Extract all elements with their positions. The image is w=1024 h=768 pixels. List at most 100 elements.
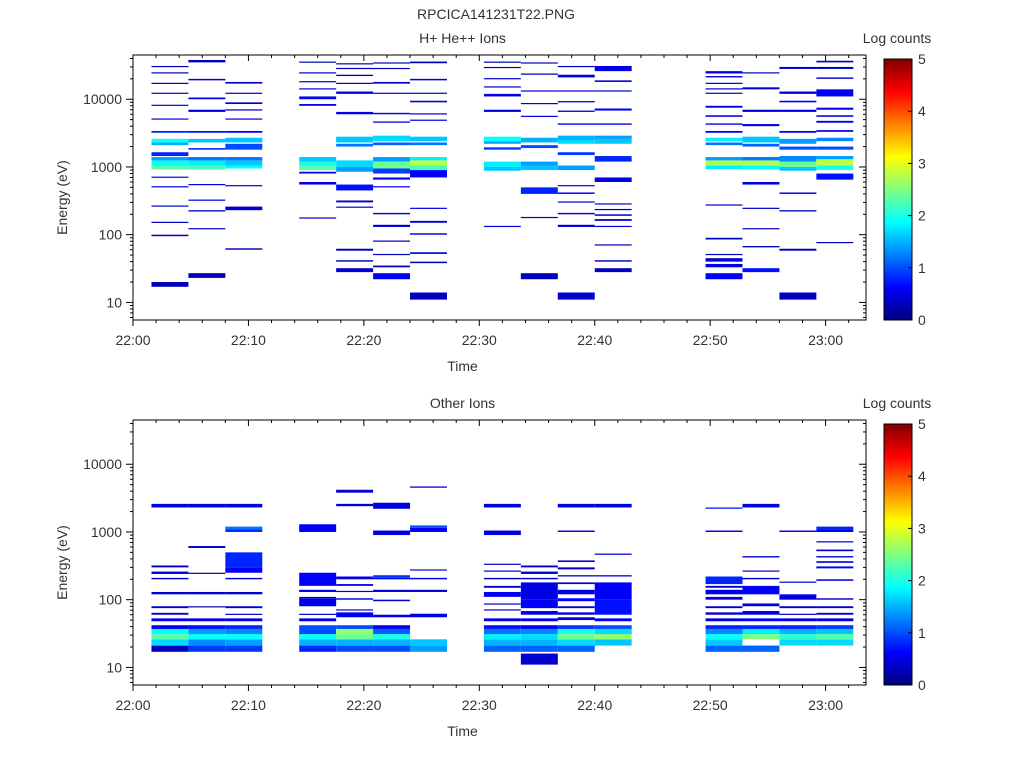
heatmap-cell: [151, 221, 189, 223]
heatmap-cell: [373, 177, 411, 180]
heatmap-cell: [188, 634, 226, 640]
heatmap-cell: [520, 645, 558, 652]
heatmap-cell: [483, 136, 521, 142]
heatmap-cell: [557, 212, 595, 215]
heatmap-cell: [373, 589, 411, 592]
heatmap-cell: [594, 177, 632, 182]
heatmap-cell: [779, 100, 817, 103]
heatmap-cell: [410, 61, 447, 64]
heatmap-cell: [483, 577, 521, 580]
heatmap-cell: [520, 582, 558, 600]
heatmap-cell: [594, 108, 632, 111]
heatmap-cell: [336, 639, 374, 646]
heatmap-cell: [742, 246, 780, 248]
heatmap-cell: [410, 527, 447, 532]
heatmap-cell: [742, 634, 780, 640]
heatmap-cell: [594, 625, 632, 629]
heatmap-cell: [373, 112, 411, 115]
heatmap-cell: [705, 71, 743, 74]
heatmap-cell: [557, 503, 595, 508]
heatmap-cell: [299, 596, 337, 599]
x-axis: 22:00 22:10 22:20 22:30 22:40 22:50 23:00 Time: [115, 55, 850, 374]
heatmap-cell: [151, 65, 189, 68]
heatmap-cell: [557, 201, 595, 203]
heatmap-cell: [336, 590, 374, 593]
heatmap-cell: [816, 618, 854, 622]
colorbar-tick-label: 5: [918, 51, 926, 67]
heatmap-cell: [410, 645, 447, 652]
heatmap-cell: [410, 160, 447, 166]
heatmap-cell: [705, 115, 743, 117]
heatmap-cell: [520, 161, 558, 166]
colorbar-label: Log counts: [863, 30, 932, 46]
heatmap-cell: [188, 157, 226, 161]
heatmap-cell: [816, 639, 854, 646]
heatmap-cell: [373, 142, 411, 146]
heatmap-cell: [151, 565, 189, 568]
heatmap-cell: [373, 135, 411, 142]
heatmap-cell: [151, 142, 189, 146]
heatmap-cell: [742, 165, 780, 170]
y-tick-label: 100: [99, 227, 123, 243]
y-tick-label: 100: [99, 592, 123, 608]
heatmap-cell: [705, 507, 743, 509]
heatmap-cell: [299, 96, 337, 100]
heatmap-cell: [336, 612, 374, 618]
heatmap-cell: [151, 92, 189, 94]
x-tick-label: 22:20: [346, 332, 381, 348]
heatmap-cell: [225, 118, 263, 120]
heatmap-cell: [336, 634, 374, 640]
heatmap-cell: [188, 160, 226, 166]
heatmap-cell: [188, 645, 226, 652]
heatmap-cell: [705, 105, 743, 108]
heatmap-cell: [520, 90, 558, 92]
heatmap-cell: [557, 582, 595, 585]
heatmap-cell: [151, 634, 189, 640]
heatmap-cell: [188, 97, 226, 100]
heatmap-cell: [410, 113, 447, 115]
heatmap-cell: [188, 78, 226, 81]
x-tick-label: 23:00: [808, 332, 843, 348]
heatmap-cell: [188, 503, 226, 508]
heatmap-cell: [594, 214, 632, 216]
heatmap-cell: [410, 157, 447, 161]
heatmap-cell: [225, 526, 263, 530]
heatmap-cell: [705, 596, 743, 600]
x-tick-label: 23:00: [808, 697, 843, 713]
heatmap-cell: [816, 628, 854, 635]
heatmap-cell: [779, 210, 817, 212]
heatmap-cell: [151, 72, 189, 74]
heatmap-cell: [410, 639, 447, 646]
x-tick-label: 22:00: [115, 332, 150, 348]
heatmap-cell: [779, 530, 817, 532]
heatmap-cell: [483, 591, 521, 597]
heatmap-cell: [373, 157, 411, 162]
heatmap-cell: [705, 123, 743, 125]
heatmap-cell: [483, 141, 521, 144]
heatmap-cell: [410, 220, 447, 223]
heatmap-cell: [816, 159, 854, 166]
heatmap-cell: [557, 101, 595, 103]
heatmap-cell: [779, 161, 817, 167]
heatmap-cell: [594, 80, 632, 82]
heatmap-cell: [151, 130, 189, 133]
heatmap-cell: [336, 625, 374, 629]
y-axis: 10 100 1000 10000 Energy (eV): [54, 422, 866, 683]
y-axis-label: Energy (eV): [54, 525, 70, 600]
heatmap-cell: [816, 541, 854, 543]
heatmap-cell: [151, 612, 189, 615]
heatmap-cell: [779, 581, 817, 583]
heatmap-cell: [373, 265, 411, 268]
heatmap-cell: [557, 575, 595, 577]
heatmap-cell: [779, 66, 817, 69]
heatmap-cell: [594, 138, 632, 144]
colorbar-tick-label: 5: [918, 416, 926, 432]
x-axis: 22:00 22:10 22:20 22:30 22:40 22:50 23:00 Time: [115, 420, 850, 739]
heatmap-cell: [594, 639, 632, 646]
heatmap-cell: [225, 639, 263, 646]
heatmap-cell: [557, 612, 595, 615]
heatmap-cell: [151, 176, 189, 178]
heatmap-cell: [151, 234, 189, 237]
heatmap-cell: [299, 639, 337, 646]
